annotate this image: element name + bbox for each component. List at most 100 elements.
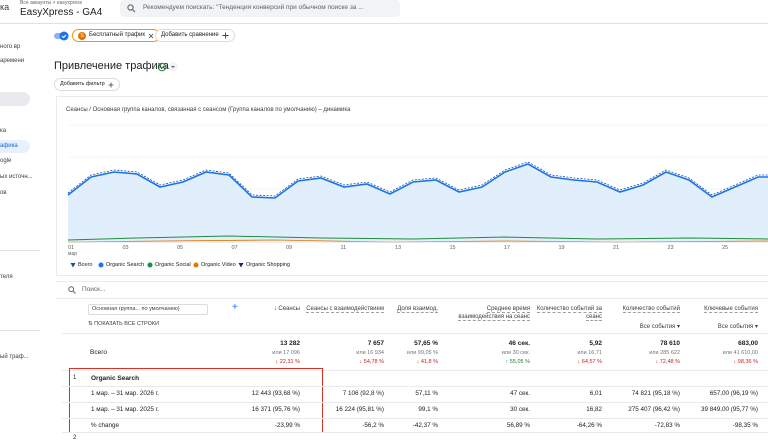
legend-item[interactable]: Organic Social [147,262,191,268]
chart-card [56,96,768,276]
sidebar-selected [0,92,30,106]
column-header[interactable]: Количество событий за сеанс [522,305,602,321]
sidebar-active [0,140,30,153]
x-tick-label: 13 [395,245,402,251]
row-value: -72,83 % [654,422,680,429]
show-rows[interactable]: ⇅ ПОКАЗАТЬ ВСЕ СТРОКИ [88,321,160,327]
segment-chip[interactable]: S Бесплатный трафик [72,29,160,42]
sidebar-item[interactable]: ка [0,128,7,134]
x-tick-label: 17 [504,245,511,251]
total-value: 78 610 [660,340,680,347]
total-change: ↓ 64,57 % [577,359,602,365]
line-chart [67,124,768,243]
add-filter[interactable]: Добавить фильтр [54,78,120,91]
legend-item[interactable]: Organic Video [193,262,236,268]
search-box[interactable] [120,0,400,17]
toggle[interactable] [54,31,70,41]
total-previous: или 99,05 % [406,350,438,356]
legend-marker [147,262,153,268]
sidebar-divider [0,250,40,251]
legend-item[interactable]: Всего [70,262,92,268]
column-header[interactable]: Доля взаимод. [358,305,438,313]
total-previous: или 41 610,00 [722,350,758,356]
column-header[interactable]: Среднее время взаимодействия на сеанс [450,305,530,321]
divider [56,298,768,299]
row-value: 16,82 [586,406,602,413]
legend-item[interactable]: Organic Search [98,262,144,268]
column-header[interactable]: Сеансы с взаимодействием [304,305,384,313]
divider [56,281,768,282]
row-value: 74 821 (95,18 %) [631,390,680,397]
total-value: 7 657 [367,340,384,347]
total-change: ↑ 55,05 % [505,359,530,365]
legend-label: Organic Search [106,262,145,268]
dimension-label: Основная группа... по умолчанию) [92,306,180,312]
column-header[interactable]: Количество событий [600,305,680,313]
column-filter[interactable]: Все события ▾ [639,324,680,330]
add-dimension[interactable]: + [232,302,238,313]
x-tick-label: 19 [558,245,565,251]
row-label: 1 мар. – 31 мар. 2025 г. [91,406,159,413]
row-value: 47 сек. [510,390,530,397]
table-search[interactable]: Поиск... [82,286,106,293]
column-header[interactable]: ↓ Сеансы [273,306,300,312]
column-header-label: Ключевые события [704,306,758,313]
row-value: 12 443 (93,68 %) [251,390,300,397]
row-value: 57,11 % [415,390,438,397]
row-value: 56,89 % [506,422,530,429]
row-value: -56,2 % [362,422,384,429]
sidebar-item[interactable]: ый траф... [0,354,29,360]
legend-marker [98,262,104,268]
sidebar-item[interactable]: ного вр [0,44,21,50]
sidebar-item[interactable]: ogle [0,158,12,164]
search-placeholder[interactable]: Рекомендуем поискать: "Тенденция конверс… [143,4,364,11]
total-value: 57,65 % [414,340,438,347]
legend-marker [70,263,76,268]
row-value: 657,00 (96,19 %) [709,390,758,397]
legend-label: Всего [78,262,93,268]
row-value: 16 371 (95,76 %) [251,406,300,413]
total-change: ↓ 54,78 % [359,359,384,365]
column-header-label: Количество событий [622,306,680,313]
x-tick-label: 05 [177,245,184,251]
row-index: 2 [73,435,77,440]
sidebar-item[interactable]: афика [0,143,18,149]
row-value: -23,99 % [274,422,300,429]
total-change: ↓ 41,8 % [416,359,438,365]
total-value: 5,92 [589,340,602,347]
row-label: 1 мар. – 31 мар. 2026 г. [91,390,159,397]
property-name[interactable]: EasyXpress - GA4 [20,7,103,18]
table-search-icon [68,286,76,294]
x-tick-label: 11 [340,245,347,251]
row-name: Organic Search [91,375,140,382]
row-index: 1 [73,375,77,381]
remove-icon[interactable] [148,33,154,39]
breadcrumb[interactable]: Все аккаунты > easyxpress [20,0,83,6]
plus-icon [108,82,114,87]
column-header[interactable]: Ключевые события [678,305,758,313]
sidebar-item[interactable]: ых источн... [0,174,33,180]
add-comparison[interactable]: Добавить сравнение [155,29,235,42]
dimension-dropdown[interactable]: Основная группа... по умолчанию) [88,304,208,315]
sidebar-item[interactable]: ов [0,190,7,196]
column-filter[interactable]: Все события ▾ [717,324,758,330]
title-status[interactable] [157,62,179,72]
total-previous: или 16 934 [356,350,384,356]
legend-marker [238,263,244,268]
sidebar-item[interactable]: теля [0,274,13,280]
sidebar-item[interactable]: аремени [0,58,25,64]
organic-social-line [67,235,768,241]
column-header-label: Сеансы [278,306,300,312]
total-value: 13 282 [280,340,300,347]
show-rows-label: ПОКАЗАТЬ ВСЕ СТРОКИ [94,321,160,327]
legend-item[interactable]: Organic Shopping [238,262,290,268]
plus-icon [222,32,229,39]
x-tick-label: 25 [722,245,729,251]
row-value: -64,26 % [576,422,602,429]
divider [62,418,768,419]
total-value: 683,00 [738,340,758,347]
divider [62,432,768,433]
legend-label: Organic Social [155,262,191,268]
total-previous: или 16,71 [577,350,602,356]
